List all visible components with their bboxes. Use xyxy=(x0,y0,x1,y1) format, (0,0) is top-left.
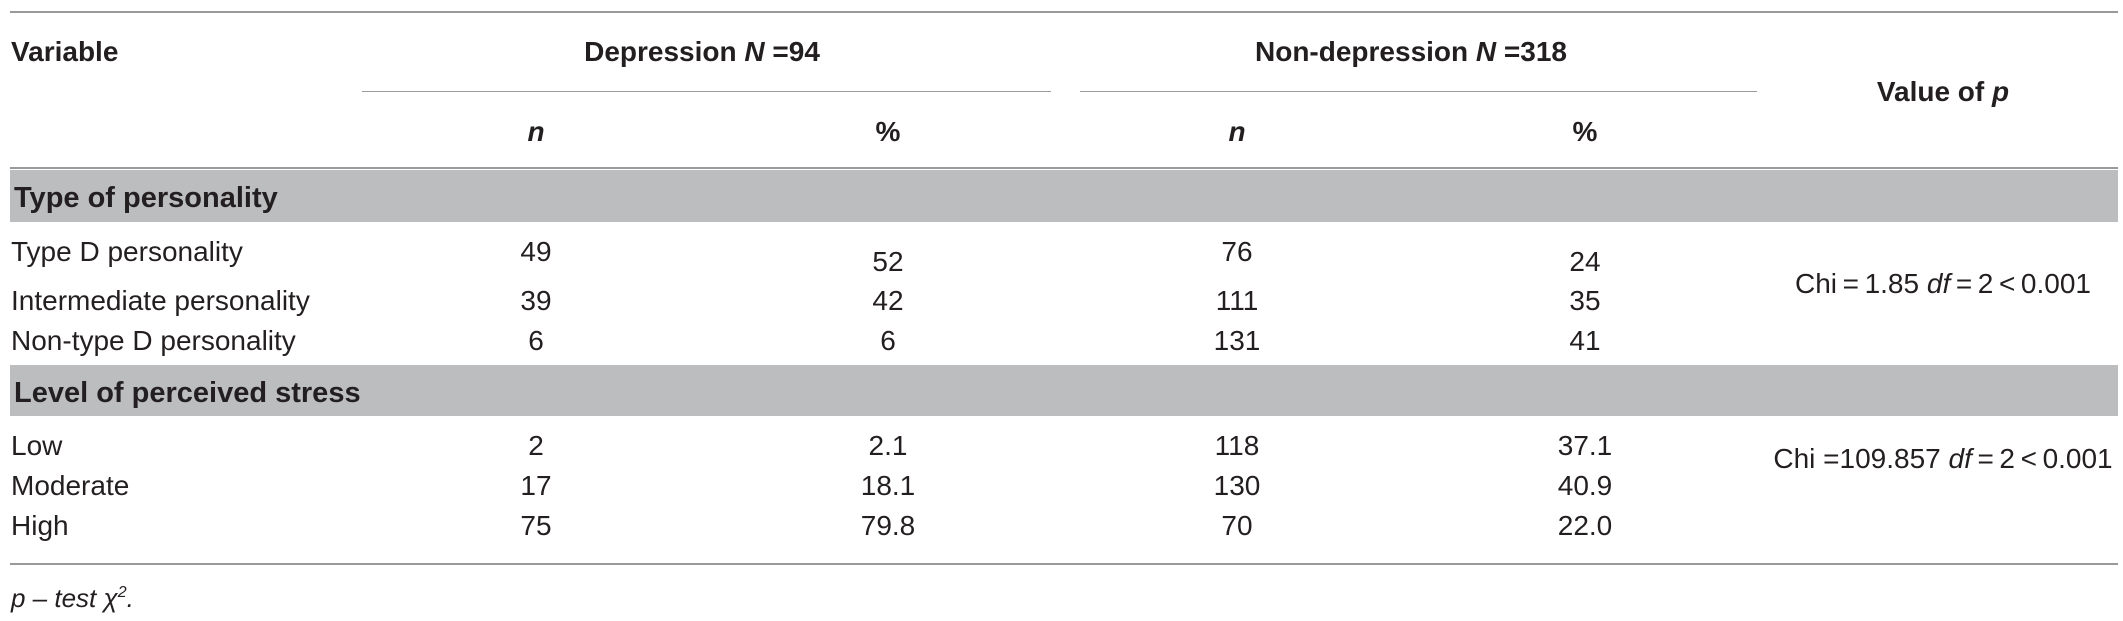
header-non-depression: Non-depression N =318 xyxy=(1255,35,1567,69)
p-value-stress: Chi =109.857 df = 2 < 0.001 xyxy=(1773,442,2112,476)
non-depression-pct-cell: 37.1 xyxy=(1557,430,1613,461)
footnote-superscript: 2 xyxy=(117,584,127,601)
header-bottom-rule xyxy=(10,167,2118,169)
p-value-df: df xyxy=(1926,268,1951,299)
header-depression-label: Depression xyxy=(584,36,745,67)
header-non-depression-n-value: =318 xyxy=(1496,36,1568,67)
p-value-prefix: Chi =109.857 xyxy=(1773,443,1949,474)
depression-pct-cell: 42 xyxy=(872,285,904,316)
section-band-stress xyxy=(10,365,2118,416)
depression-pct-cell: 2.1 xyxy=(868,430,908,461)
depression-n-cell: 75 xyxy=(520,510,552,541)
non-depression-n-cell: 130 xyxy=(1213,470,1261,501)
non-depression-group-rule xyxy=(1080,91,1757,92)
non-depression-pct-cell: 35 xyxy=(1569,285,1601,316)
depression-pct-cell: 6 xyxy=(880,325,896,356)
header-depression-n-value: =94 xyxy=(764,36,820,67)
non-depression-n-cell: 111 xyxy=(1215,285,1259,316)
header-value-of-p: Value of p xyxy=(1877,75,2009,109)
p-value-df: df xyxy=(1948,443,1972,474)
table-top-rule xyxy=(10,11,2118,13)
p-value-suffix: = 2 < 0.001 xyxy=(1971,443,2113,474)
depression-pct-cell: 79.8 xyxy=(860,510,916,541)
row-label: High xyxy=(11,510,69,541)
subheader-depression-pct: % xyxy=(875,116,901,147)
depression-n-cell: 17 xyxy=(520,470,552,501)
header-depression: Depression N =94 xyxy=(584,35,820,69)
header-depression-n-symbol: N xyxy=(744,36,765,67)
subheader-depression-n: n xyxy=(527,116,545,147)
row-label: Intermediate personality xyxy=(11,285,310,316)
section-title-stress: Level of perceived stress xyxy=(14,377,361,409)
section-band-personality xyxy=(10,170,2118,222)
row-label: Moderate xyxy=(11,470,130,501)
row-label: Non-type D personality xyxy=(11,325,296,356)
depression-pct-cell: 18.1 xyxy=(860,470,916,501)
table-bottom-rule xyxy=(10,563,2118,565)
non-depression-pct-cell: 22.0 xyxy=(1557,510,1613,541)
non-depression-n-cell: 70 xyxy=(1221,510,1253,541)
footnote-text: p – test χ xyxy=(11,583,118,613)
header-value-of-p-label: Value of xyxy=(1876,76,1993,107)
section-title-personality: Type of personality xyxy=(14,182,278,214)
header-variable: Variable xyxy=(11,36,119,67)
non-depression-n-cell: 131 xyxy=(1213,325,1261,356)
footnote-end: . xyxy=(126,583,134,613)
subheader-non-depression-n: n xyxy=(1228,116,1246,147)
p-value-suffix: = 2 < 0.001 xyxy=(1950,268,2091,299)
non-depression-pct-cell: 40.9 xyxy=(1557,470,1613,501)
row-label: Low xyxy=(11,430,63,461)
non-depression-pct-cell: 24 xyxy=(1569,246,1601,277)
non-depression-pct-cell: 41 xyxy=(1569,325,1601,356)
subheader-non-depression-pct: % xyxy=(1572,116,1598,147)
header-non-depression-label: Non-depression xyxy=(1254,36,1476,67)
p-value-personality: Chi = 1.85 df = 2 < 0.001 xyxy=(1795,267,2091,301)
depression-n-cell: 2 xyxy=(528,430,544,461)
non-depression-n-cell: 118 xyxy=(1214,430,1260,461)
non-depression-n-cell: 76 xyxy=(1221,236,1253,267)
depression-n-cell: 39 xyxy=(520,285,552,316)
table-footnote: p – test χ2. xyxy=(11,582,134,614)
depression-pct-cell: 52 xyxy=(872,246,904,277)
depression-n-cell: 6 xyxy=(528,325,544,356)
row-label: Type D personality xyxy=(11,236,243,267)
header-non-depression-n-symbol: N xyxy=(1475,36,1497,67)
p-value-prefix: Chi = 1.85 xyxy=(1795,268,1927,299)
depression-n-cell: 49 xyxy=(520,236,552,267)
header-value-of-p-symbol: p xyxy=(1992,76,2010,107)
depression-group-rule xyxy=(362,91,1051,92)
